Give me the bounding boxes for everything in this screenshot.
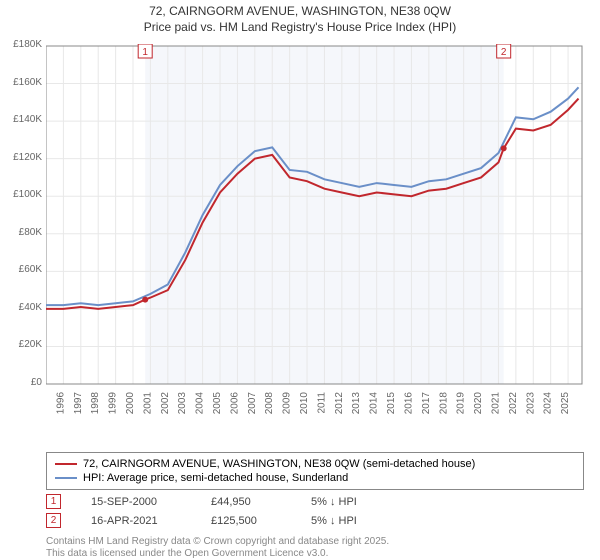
svg-text:1999: 1999 — [108, 392, 119, 415]
ytick-label: £100K — [0, 189, 42, 200]
ytick-label: £40K — [0, 302, 42, 313]
marker-date-2: 16-APR-2021 — [91, 515, 181, 527]
title-line-1: 72, CAIRNGORM AVENUE, WASHINGTON, NE38 0… — [0, 4, 600, 20]
svg-text:2003: 2003 — [177, 392, 188, 415]
svg-text:2024: 2024 — [543, 392, 554, 415]
marker-price-1: £44,950 — [211, 496, 281, 508]
legend-label-property: 72, CAIRNGORM AVENUE, WASHINGTON, NE38 0… — [83, 458, 475, 470]
svg-text:2013: 2013 — [351, 392, 362, 415]
svg-text:2022: 2022 — [508, 392, 519, 415]
ytick-label: £120K — [0, 152, 42, 163]
legend-swatch-hpi — [55, 477, 77, 479]
svg-text:2023: 2023 — [525, 392, 536, 415]
svg-text:2009: 2009 — [282, 392, 293, 415]
svg-text:2014: 2014 — [369, 392, 380, 415]
svg-text:2006: 2006 — [229, 392, 240, 415]
legend-item-property: 72, CAIRNGORM AVENUE, WASHINGTON, NE38 0… — [55, 457, 575, 471]
legend-item-hpi: HPI: Average price, semi-detached house,… — [55, 471, 575, 485]
marker-row-1: 1 15-SEP-2000 £44,950 5% ↓ HPI — [46, 494, 357, 509]
ytick-label: £180K — [0, 39, 42, 50]
price-chart: 1 2 1995 1996 1997 1998 1999 2000 2001 2002 2003 20… — [46, 44, 584, 424]
svg-text:2015: 2015 — [386, 392, 397, 415]
svg-text:2008: 2008 — [264, 392, 275, 415]
svg-text:2025: 2025 — [560, 392, 571, 415]
ytick-label: £160K — [0, 77, 42, 88]
copyright: Contains HM Land Registry data © Crown c… — [46, 536, 389, 560]
svg-text:2: 2 — [501, 47, 507, 58]
ytick-label: £80K — [0, 227, 42, 238]
marker-delta-2: 5% ↓ HPI — [311, 515, 357, 527]
svg-text:2004: 2004 — [195, 392, 206, 415]
ytick-label: £0 — [0, 377, 42, 388]
legend-label-hpi: HPI: Average price, semi-detached house,… — [83, 472, 348, 484]
svg-text:2005: 2005 — [212, 392, 223, 415]
legend-swatch-property — [55, 463, 77, 465]
svg-text:2020: 2020 — [473, 392, 484, 415]
ytick-label: £140K — [0, 114, 42, 125]
svg-text:2000: 2000 — [125, 392, 136, 415]
svg-text:2010: 2010 — [299, 392, 310, 415]
svg-text:1: 1 — [142, 47, 148, 58]
svg-text:1996: 1996 — [55, 392, 66, 415]
svg-text:2001: 2001 — [142, 392, 153, 415]
svg-text:2012: 2012 — [334, 392, 345, 415]
svg-text:1995: 1995 — [46, 392, 49, 415]
svg-text:2018: 2018 — [438, 392, 449, 415]
marker-table: 1 15-SEP-2000 £44,950 5% ↓ HPI 2 16-APR-… — [46, 494, 357, 532]
marker-date-1: 15-SEP-2000 — [91, 496, 181, 508]
marker-price-2: £125,500 — [211, 515, 281, 527]
svg-text:2019: 2019 — [456, 392, 467, 415]
svg-text:1998: 1998 — [90, 392, 101, 415]
svg-text:2007: 2007 — [247, 392, 258, 415]
copyright-line-2: This data is licensed under the Open Gov… — [46, 548, 389, 560]
ytick-label: £20K — [0, 339, 42, 350]
title-line-2: Price paid vs. HM Land Registry's House … — [0, 20, 600, 36]
svg-text:2017: 2017 — [421, 392, 432, 415]
ytick-label: £60K — [0, 264, 42, 275]
legend: 72, CAIRNGORM AVENUE, WASHINGTON, NE38 0… — [46, 452, 584, 490]
copyright-line-1: Contains HM Land Registry data © Crown c… — [46, 536, 389, 548]
svg-text:2021: 2021 — [490, 392, 501, 415]
marker-badge-1: 1 — [46, 494, 61, 509]
marker-row-2: 2 16-APR-2021 £125,500 5% ↓ HPI — [46, 513, 357, 528]
svg-text:2011: 2011 — [316, 392, 327, 414]
chart-title: 72, CAIRNGORM AVENUE, WASHINGTON, NE38 0… — [0, 0, 600, 35]
svg-text:2002: 2002 — [160, 392, 171, 415]
svg-text:2016: 2016 — [403, 392, 414, 415]
svg-text:1997: 1997 — [73, 392, 84, 415]
marker-delta-1: 5% ↓ HPI — [311, 496, 357, 508]
marker-badge-2: 2 — [46, 513, 61, 528]
